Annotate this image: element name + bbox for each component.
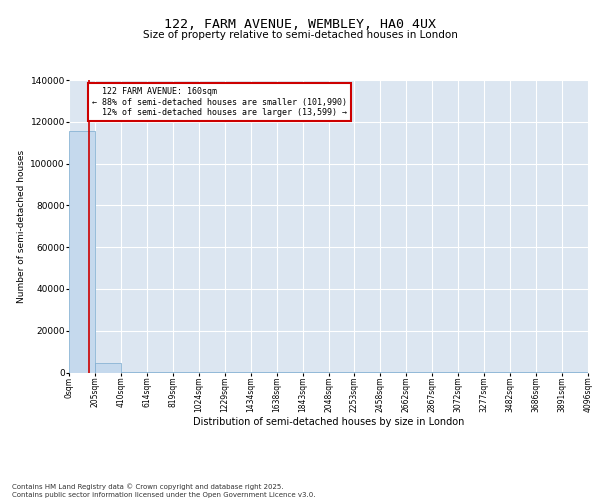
Bar	[69, 131, 95, 372]
Text: Contains HM Land Registry data © Crown copyright and database right 2025.
Contai: Contains HM Land Registry data © Crown c…	[12, 484, 316, 498]
Text: Size of property relative to semi-detached houses in London: Size of property relative to semi-detach…	[143, 30, 457, 40]
Text: 122 FARM AVENUE: 160sqm
← 88% of semi-detached houses are smaller (101,990)
  12: 122 FARM AVENUE: 160sqm ← 88% of semi-de…	[92, 88, 347, 117]
Text: 122, FARM AVENUE, WEMBLEY, HA0 4UX: 122, FARM AVENUE, WEMBLEY, HA0 4UX	[164, 18, 436, 30]
Bar	[95, 363, 121, 372]
X-axis label: Distribution of semi-detached houses by size in London: Distribution of semi-detached houses by …	[193, 416, 464, 426]
Y-axis label: Number of semi-detached houses: Number of semi-detached houses	[17, 150, 26, 303]
